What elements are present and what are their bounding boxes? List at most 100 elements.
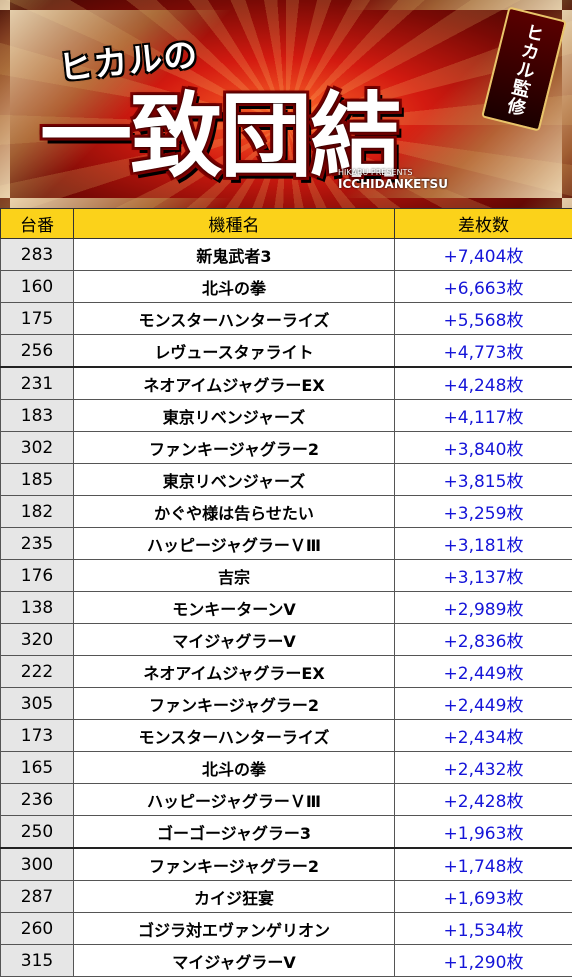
model-name-cell: マイジャグラーⅤ: [74, 624, 395, 656]
model-name-cell: モンスターハンターライズ: [74, 720, 395, 752]
difference-cell: +2,432枚: [395, 752, 572, 784]
machine-number-cell: 256: [1, 335, 74, 368]
difference-cell: +7,404枚: [395, 239, 572, 271]
model-name-cell: ゴジラ対エヴァンゲリオン: [74, 913, 395, 945]
model-name-cell: ネオアイムジャグラーEX: [74, 367, 395, 400]
difference-cell: +3,137枚: [395, 560, 572, 592]
table-header-row: 台番 機種名 差枚数: [1, 209, 572, 239]
machine-number-cell: 305: [1, 688, 74, 720]
machine-number-cell: 173: [1, 720, 74, 752]
machine-number-cell: 283: [1, 239, 74, 271]
difference-cell: +4,773枚: [395, 335, 572, 368]
machine-number-cell: 315: [1, 945, 74, 977]
difference-cell: +2,836枚: [395, 624, 572, 656]
header-machine-number: 台番: [1, 209, 74, 239]
machine-number-cell: 287: [1, 881, 74, 913]
machine-number-cell: 260: [1, 913, 74, 945]
model-name-cell: ハッピージャグラーＶⅢ: [74, 784, 395, 816]
difference-cell: +1,963枚: [395, 816, 572, 849]
model-name-cell: ファンキージャグラー2: [74, 432, 395, 464]
model-name-cell: 北斗の拳: [74, 271, 395, 303]
difference-cell: +2,428枚: [395, 784, 572, 816]
machine-number-cell: 182: [1, 496, 74, 528]
banner-credit-big: ICCHIDANKETSU: [338, 177, 448, 191]
machine-number-cell: 175: [1, 303, 74, 335]
model-name-cell: ゴーゴージャグラー3: [74, 816, 395, 849]
machine-number-cell: 185: [1, 464, 74, 496]
machine-number-cell: 320: [1, 624, 74, 656]
difference-cell: +2,449枚: [395, 688, 572, 720]
difference-cell: +3,840枚: [395, 432, 572, 464]
difference-cell: +4,117枚: [395, 400, 572, 432]
difference-cell: +1,290枚: [395, 945, 572, 977]
difference-cell: +4,248枚: [395, 367, 572, 400]
machine-number-cell: 235: [1, 528, 74, 560]
model-name-cell: 北斗の拳: [74, 752, 395, 784]
machine-number-cell: 138: [1, 592, 74, 624]
machine-number-cell: 176: [1, 560, 74, 592]
difference-cell: +6,663枚: [395, 271, 572, 303]
difference-cell: +1,748枚: [395, 848, 572, 881]
model-name-cell: 東京リベンジャーズ: [74, 464, 395, 496]
model-name-cell: レヴュースタァライト: [74, 335, 395, 368]
model-name-cell: ファンキージャグラー2: [74, 848, 395, 881]
difference-cell: +2,989枚: [395, 592, 572, 624]
model-name-cell: モンスターハンターライズ: [74, 303, 395, 335]
machine-number-cell: 250: [1, 816, 74, 849]
machine-number-cell: 165: [1, 752, 74, 784]
machine-number-cell: 236: [1, 784, 74, 816]
banner-credit: HIKARU PRESENTS ICCHIDANKETSU: [338, 168, 448, 191]
machine-number-cell: 300: [1, 848, 74, 881]
header-difference: 差枚数: [395, 209, 572, 239]
model-name-cell: ネオアイムジャグラーEX: [74, 656, 395, 688]
model-name-cell: カイジ狂宴: [74, 881, 395, 913]
model-name-cell: ファンキージャグラー2: [74, 688, 395, 720]
model-name-cell: 吉宗: [74, 560, 395, 592]
machine-number-cell: 183: [1, 400, 74, 432]
machine-number-cell: 231: [1, 367, 74, 400]
model-name-cell: かぐや様は告らせたい: [74, 496, 395, 528]
header-model-name: 機種名: [74, 209, 395, 239]
banner-credit-small: HIKARU PRESENTS: [338, 168, 448, 177]
difference-cell: +3,181枚: [395, 528, 572, 560]
header-banner: ヒカルの 一致団結 ヒカル監修 HIKARU PRESENTS ICCHIDAN…: [0, 0, 572, 208]
model-name-cell: マイジャグラーⅤ: [74, 945, 395, 977]
difference-cell: +1,693枚: [395, 881, 572, 913]
banner-title: 一致団結: [40, 62, 520, 195]
difference-cell: +3,815枚: [395, 464, 572, 496]
machine-number-cell: 160: [1, 271, 74, 303]
supervised-badge-label: ヒカル監修: [500, 20, 548, 118]
machine-number-cell: 302: [1, 432, 74, 464]
model-name-cell: 東京リベンジャーズ: [74, 400, 395, 432]
difference-cell: +2,449枚: [395, 656, 572, 688]
model-name-cell: 新鬼武者3: [74, 239, 395, 271]
difference-cell: +1,534枚: [395, 913, 572, 945]
machine-number-cell: 222: [1, 656, 74, 688]
difference-cell: +2,434枚: [395, 720, 572, 752]
difference-cell: +3,259枚: [395, 496, 572, 528]
